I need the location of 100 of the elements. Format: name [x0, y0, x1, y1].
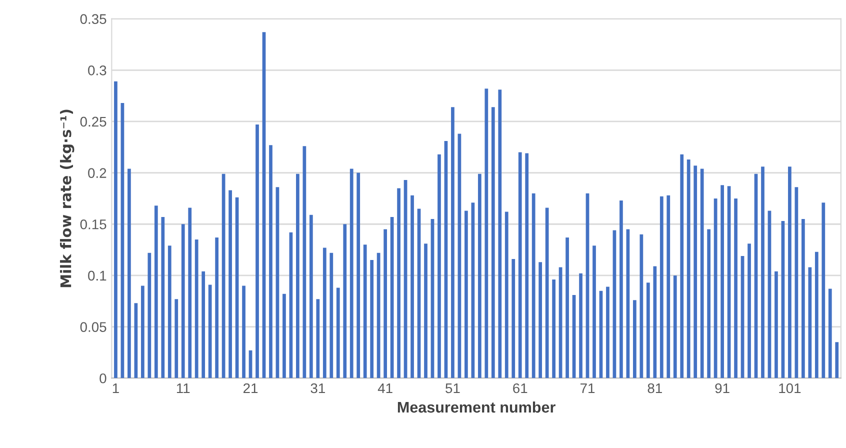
bar — [471, 202, 475, 378]
x-tick-label: 41 — [378, 383, 392, 394]
bar — [330, 252, 334, 378]
bar — [424, 244, 428, 378]
bar — [363, 244, 367, 378]
bar — [438, 154, 441, 378]
bar — [451, 107, 454, 378]
bar — [646, 282, 650, 378]
bar — [376, 252, 380, 378]
bar — [504, 212, 508, 378]
bar — [228, 190, 232, 378]
bar — [161, 216, 165, 378]
bar — [673, 275, 677, 378]
bar — [828, 288, 832, 378]
bar — [484, 88, 488, 378]
x-tick-label: 1 — [112, 383, 119, 394]
bar — [633, 300, 636, 378]
bar — [748, 244, 751, 378]
bar — [174, 299, 178, 378]
bar — [498, 90, 502, 378]
y-tick-label: 0.25 — [80, 116, 106, 127]
bar — [148, 252, 152, 378]
bar — [694, 166, 698, 378]
x-tick-label: 101 — [779, 383, 801, 394]
bar — [788, 166, 792, 378]
bar — [801, 218, 805, 378]
bar — [720, 185, 724, 378]
bar — [309, 214, 313, 378]
bar — [538, 262, 542, 378]
bar — [814, 252, 818, 378]
bar — [336, 288, 340, 378]
bar — [478, 174, 482, 378]
bar — [350, 168, 354, 378]
bar — [640, 234, 644, 378]
bar — [188, 208, 192, 378]
bar — [532, 193, 536, 378]
bar — [620, 200, 623, 378]
x-tick-label: 21 — [243, 383, 258, 394]
bar — [592, 246, 596, 378]
bar — [660, 196, 664, 378]
bar — [686, 159, 690, 378]
x-tick-label: 61 — [513, 383, 528, 394]
x-tick-label: 51 — [446, 383, 460, 394]
bar — [545, 208, 549, 378]
x-tick-label: 31 — [310, 383, 325, 394]
bar — [370, 260, 374, 378]
x-axis-title: Measurement number — [398, 401, 556, 413]
bar — [512, 259, 516, 378]
bar — [761, 166, 764, 378]
bar — [410, 195, 414, 378]
bar — [680, 154, 684, 378]
bar — [296, 174, 300, 378]
bar — [579, 273, 582, 378]
bar — [384, 229, 387, 378]
bar — [464, 210, 468, 378]
bar — [552, 280, 556, 378]
bar — [606, 286, 610, 378]
bar — [302, 146, 306, 378]
bar — [707, 229, 711, 378]
bar — [774, 271, 778, 378]
x-tick-label: 81 — [648, 383, 662, 394]
y-tick-label: 0.35 — [80, 14, 106, 24]
bar — [491, 107, 495, 378]
y-tick-label: 0.05 — [80, 322, 106, 332]
bar — [734, 198, 738, 378]
bar — [397, 188, 400, 378]
bar — [114, 81, 118, 378]
x-tick-label: 71 — [580, 383, 595, 394]
bar — [525, 153, 529, 378]
bar — [282, 294, 286, 378]
bar — [322, 248, 326, 378]
bar — [666, 195, 670, 378]
y-tick-label: 0.1 — [88, 270, 106, 281]
y-tick-label: 0.2 — [88, 168, 106, 178]
bar — [154, 206, 158, 378]
y-axis-title: Milk flow rate (kg·s⁻¹) — [60, 110, 74, 288]
y-tick-label: 0.15 — [80, 219, 106, 230]
bar — [194, 240, 198, 378]
bar — [808, 267, 812, 378]
bar — [518, 152, 522, 378]
bar — [343, 224, 347, 378]
bar — [181, 224, 185, 378]
bar — [269, 145, 272, 378]
bar — [256, 124, 259, 378]
bar — [835, 342, 839, 378]
bar — [242, 286, 246, 378]
y-tick-label: 0.3 — [88, 65, 106, 76]
bar — [822, 202, 826, 378]
bar — [215, 237, 218, 378]
bar — [700, 168, 704, 378]
bar — [566, 237, 569, 378]
x-tick-label: 91 — [715, 383, 730, 394]
bar — [208, 284, 212, 378]
bar — [168, 246, 172, 378]
bar — [140, 286, 144, 378]
x-tick-label: 11 — [176, 383, 190, 394]
bar — [202, 271, 206, 378]
bar — [128, 168, 131, 378]
bar — [356, 172, 360, 378]
bar — [653, 266, 657, 378]
